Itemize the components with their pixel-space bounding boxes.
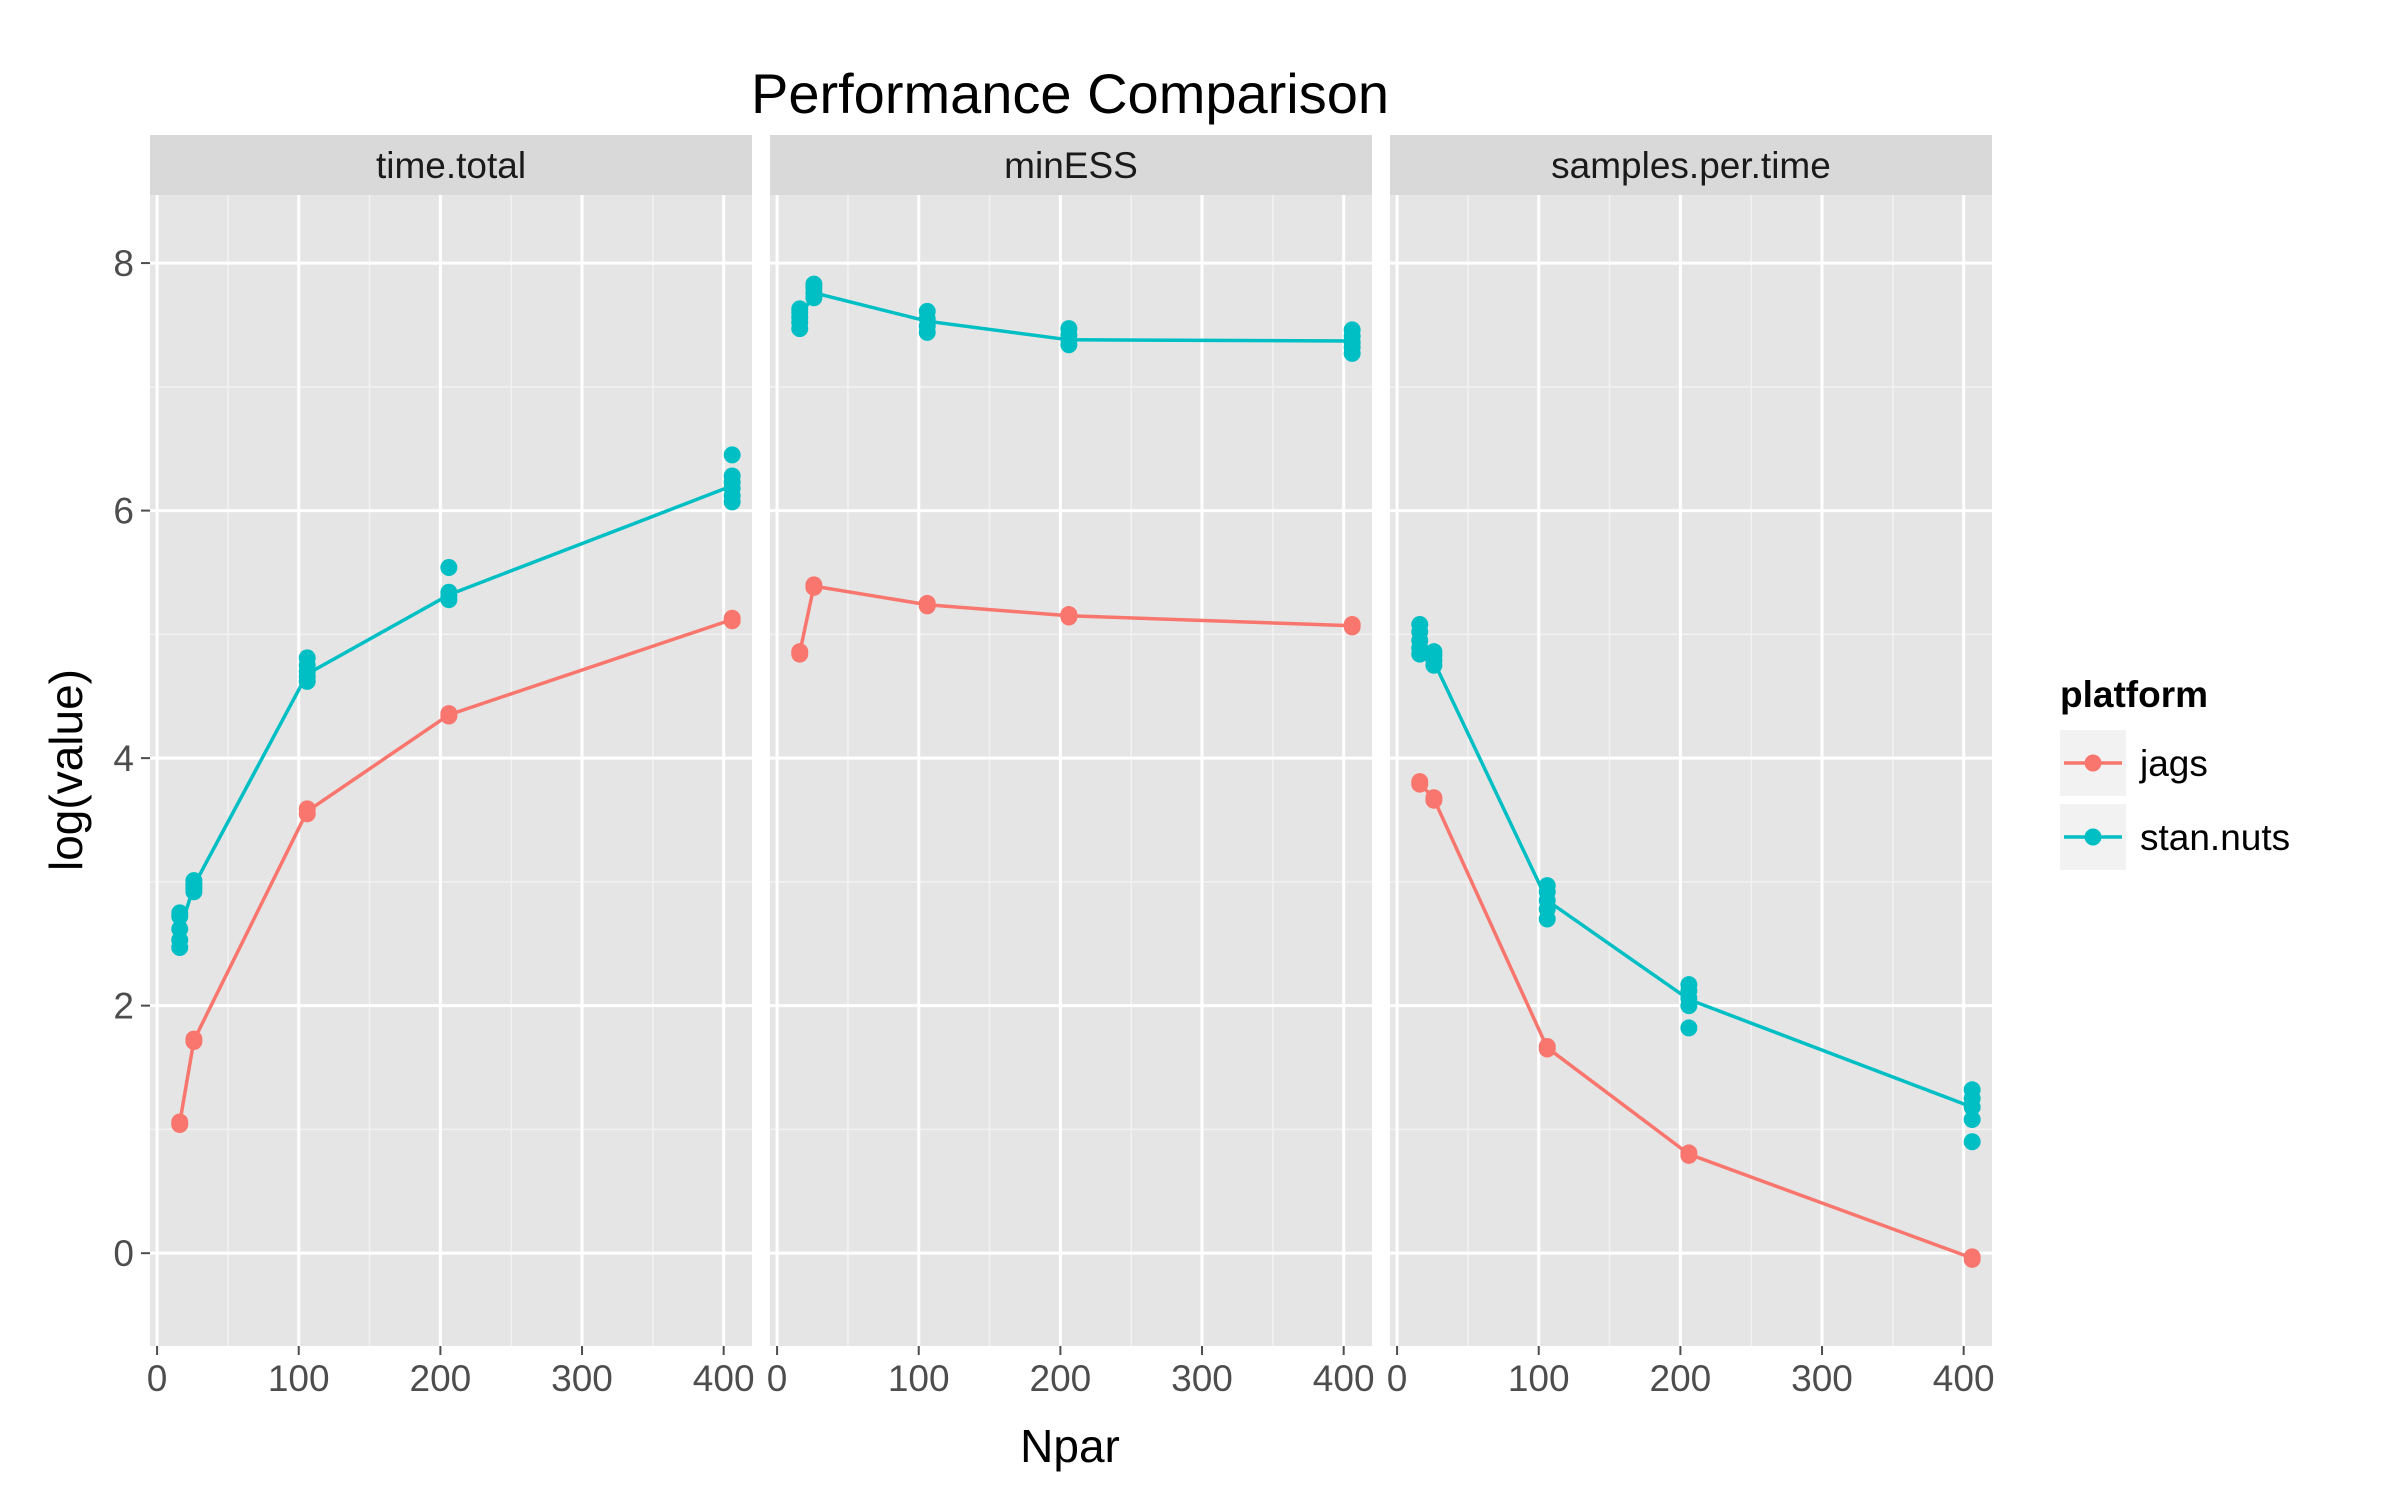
facet-strip-label: samples.per.time: [1551, 145, 1831, 186]
facet-strip-label: time.total: [376, 145, 526, 186]
data-point: [1963, 1081, 1981, 1099]
legend-label: jags: [2139, 743, 2208, 784]
x-tick-label: 200: [1650, 1358, 1712, 1399]
data-point: [1538, 877, 1556, 895]
data-point: [918, 302, 936, 320]
data-point: [805, 275, 823, 293]
y-tick-label: 2: [113, 986, 134, 1027]
data-point: [1060, 320, 1078, 338]
y-tick-label: 4: [113, 738, 134, 779]
data-point: [1425, 643, 1443, 661]
legend-label: stan.nuts: [2140, 817, 2290, 858]
data-point: [185, 872, 203, 890]
x-tick-label: 0: [1387, 1358, 1408, 1399]
legend-key-point: [2084, 754, 2102, 772]
data-point: [440, 705, 458, 723]
data-point: [805, 576, 823, 594]
series-stan-nuts: [1411, 615, 1981, 1151]
x-tick-label: 300: [551, 1358, 613, 1399]
series-stan-nuts: [171, 446, 741, 956]
panel-background: [150, 195, 752, 1346]
data-point: [1060, 606, 1078, 624]
panel-background: [770, 195, 1372, 1346]
data-point: [1680, 1144, 1698, 1162]
x-tick-label: 100: [888, 1358, 950, 1399]
x-tick-label: 300: [1171, 1358, 1233, 1399]
panel-background: [1390, 195, 1992, 1346]
facet-strip: [150, 135, 752, 195]
data-point: [185, 1030, 203, 1048]
x-tick-label: 0: [767, 1358, 788, 1399]
facet-strip: [770, 135, 1372, 195]
data-point: [1680, 976, 1698, 994]
x-tick-label: 100: [1508, 1358, 1570, 1399]
data-point: [723, 609, 741, 627]
data-point: [1343, 615, 1361, 633]
data-point: [1963, 1248, 1981, 1266]
data-point: [1538, 1037, 1556, 1055]
facet-panel-minESS: minESS 0 100 200 300 400: [767, 135, 1375, 1399]
series-jags: [1411, 773, 1981, 1268]
data-point: [440, 583, 458, 601]
legend-key-point: [2084, 828, 2102, 846]
data-point: [171, 1113, 189, 1131]
data-point: [1963, 1133, 1981, 1151]
x-tick-label: 400: [1313, 1358, 1375, 1399]
x-tick-label: 400: [1933, 1358, 1995, 1399]
data-point: [918, 594, 936, 612]
data-point: [1343, 321, 1361, 339]
x-axis-title: Npar: [1020, 1420, 1120, 1472]
data-point: [1680, 1019, 1698, 1037]
legend-title: platform: [2060, 674, 2208, 715]
data-point: [723, 467, 741, 485]
facet-panel-samples-per-time: samples.per.time 0 100 200 300 400: [1387, 135, 1995, 1399]
y-tick-label: 8: [113, 243, 134, 284]
chart-title: Performance Comparison: [751, 62, 1389, 125]
y-axis-title: log(value): [40, 669, 92, 871]
data-point: [791, 643, 809, 661]
legend-entry-jags: jags: [2060, 730, 2208, 796]
facet-strip: [1390, 135, 1992, 195]
data-point: [440, 559, 458, 577]
data-point: [298, 800, 316, 818]
y-tick-label: 0: [113, 1233, 134, 1274]
data-point: [298, 649, 316, 667]
data-point: [723, 446, 741, 464]
legend: platform jags stan.nuts: [2060, 674, 2290, 870]
series-jags: [791, 576, 1361, 663]
data-point: [1411, 615, 1429, 633]
data-point: [1425, 789, 1443, 807]
series-jags: [171, 609, 741, 1133]
x-tick-label: 0: [147, 1358, 168, 1399]
y-tick-label: 6: [113, 491, 134, 532]
facet-strip-label: minESS: [1004, 145, 1138, 186]
data-point: [791, 300, 809, 318]
x-tick-label: 200: [1030, 1358, 1092, 1399]
data-point: [171, 904, 189, 922]
data-point: [1963, 1111, 1981, 1129]
series-stan-nuts: [791, 275, 1361, 362]
x-tick-label: 100: [268, 1358, 330, 1399]
data-point: [171, 920, 189, 938]
facet-panels: time.total 0 100 200 300 400 0 2 4 6 8 minESS 0 100 20…: [113, 135, 1995, 1399]
x-tick-label: 300: [1791, 1358, 1853, 1399]
legend-entry-stan-nuts: stan.nuts: [2060, 804, 2290, 870]
data-point: [1411, 773, 1429, 791]
x-tick-label: 400: [693, 1358, 755, 1399]
x-tick-label: 200: [410, 1358, 472, 1399]
facet-panel-time-total: time.total 0 100 200 300 400 0 2 4 6 8: [113, 135, 755, 1399]
